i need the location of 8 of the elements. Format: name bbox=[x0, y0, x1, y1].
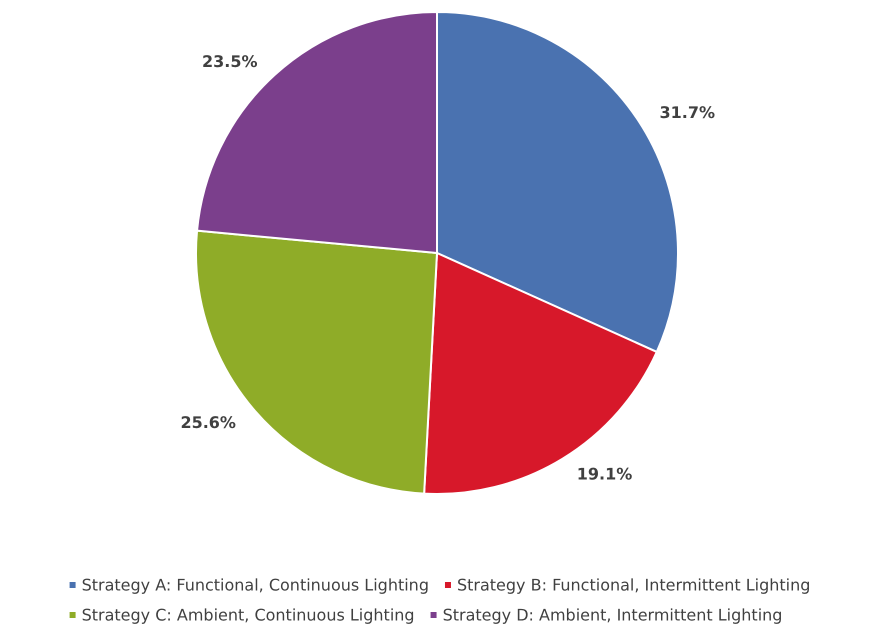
legend-label: Strategy D: Ambient, Intermittent Lighting bbox=[442, 606, 782, 624]
data-label: 31.7% bbox=[660, 102, 716, 122]
data-label: 25.6% bbox=[180, 412, 236, 432]
legend-label: Strategy A: Functional, Continuous Lighting bbox=[82, 576, 429, 594]
legend-label: Strategy B: Functional, Intermittent Lighting bbox=[456, 576, 810, 594]
data-label: 19.1% bbox=[576, 464, 632, 484]
data-label: 23.5% bbox=[202, 52, 258, 72]
legend-label: Strategy C: Ambient, Continuous Lighting bbox=[82, 606, 415, 624]
